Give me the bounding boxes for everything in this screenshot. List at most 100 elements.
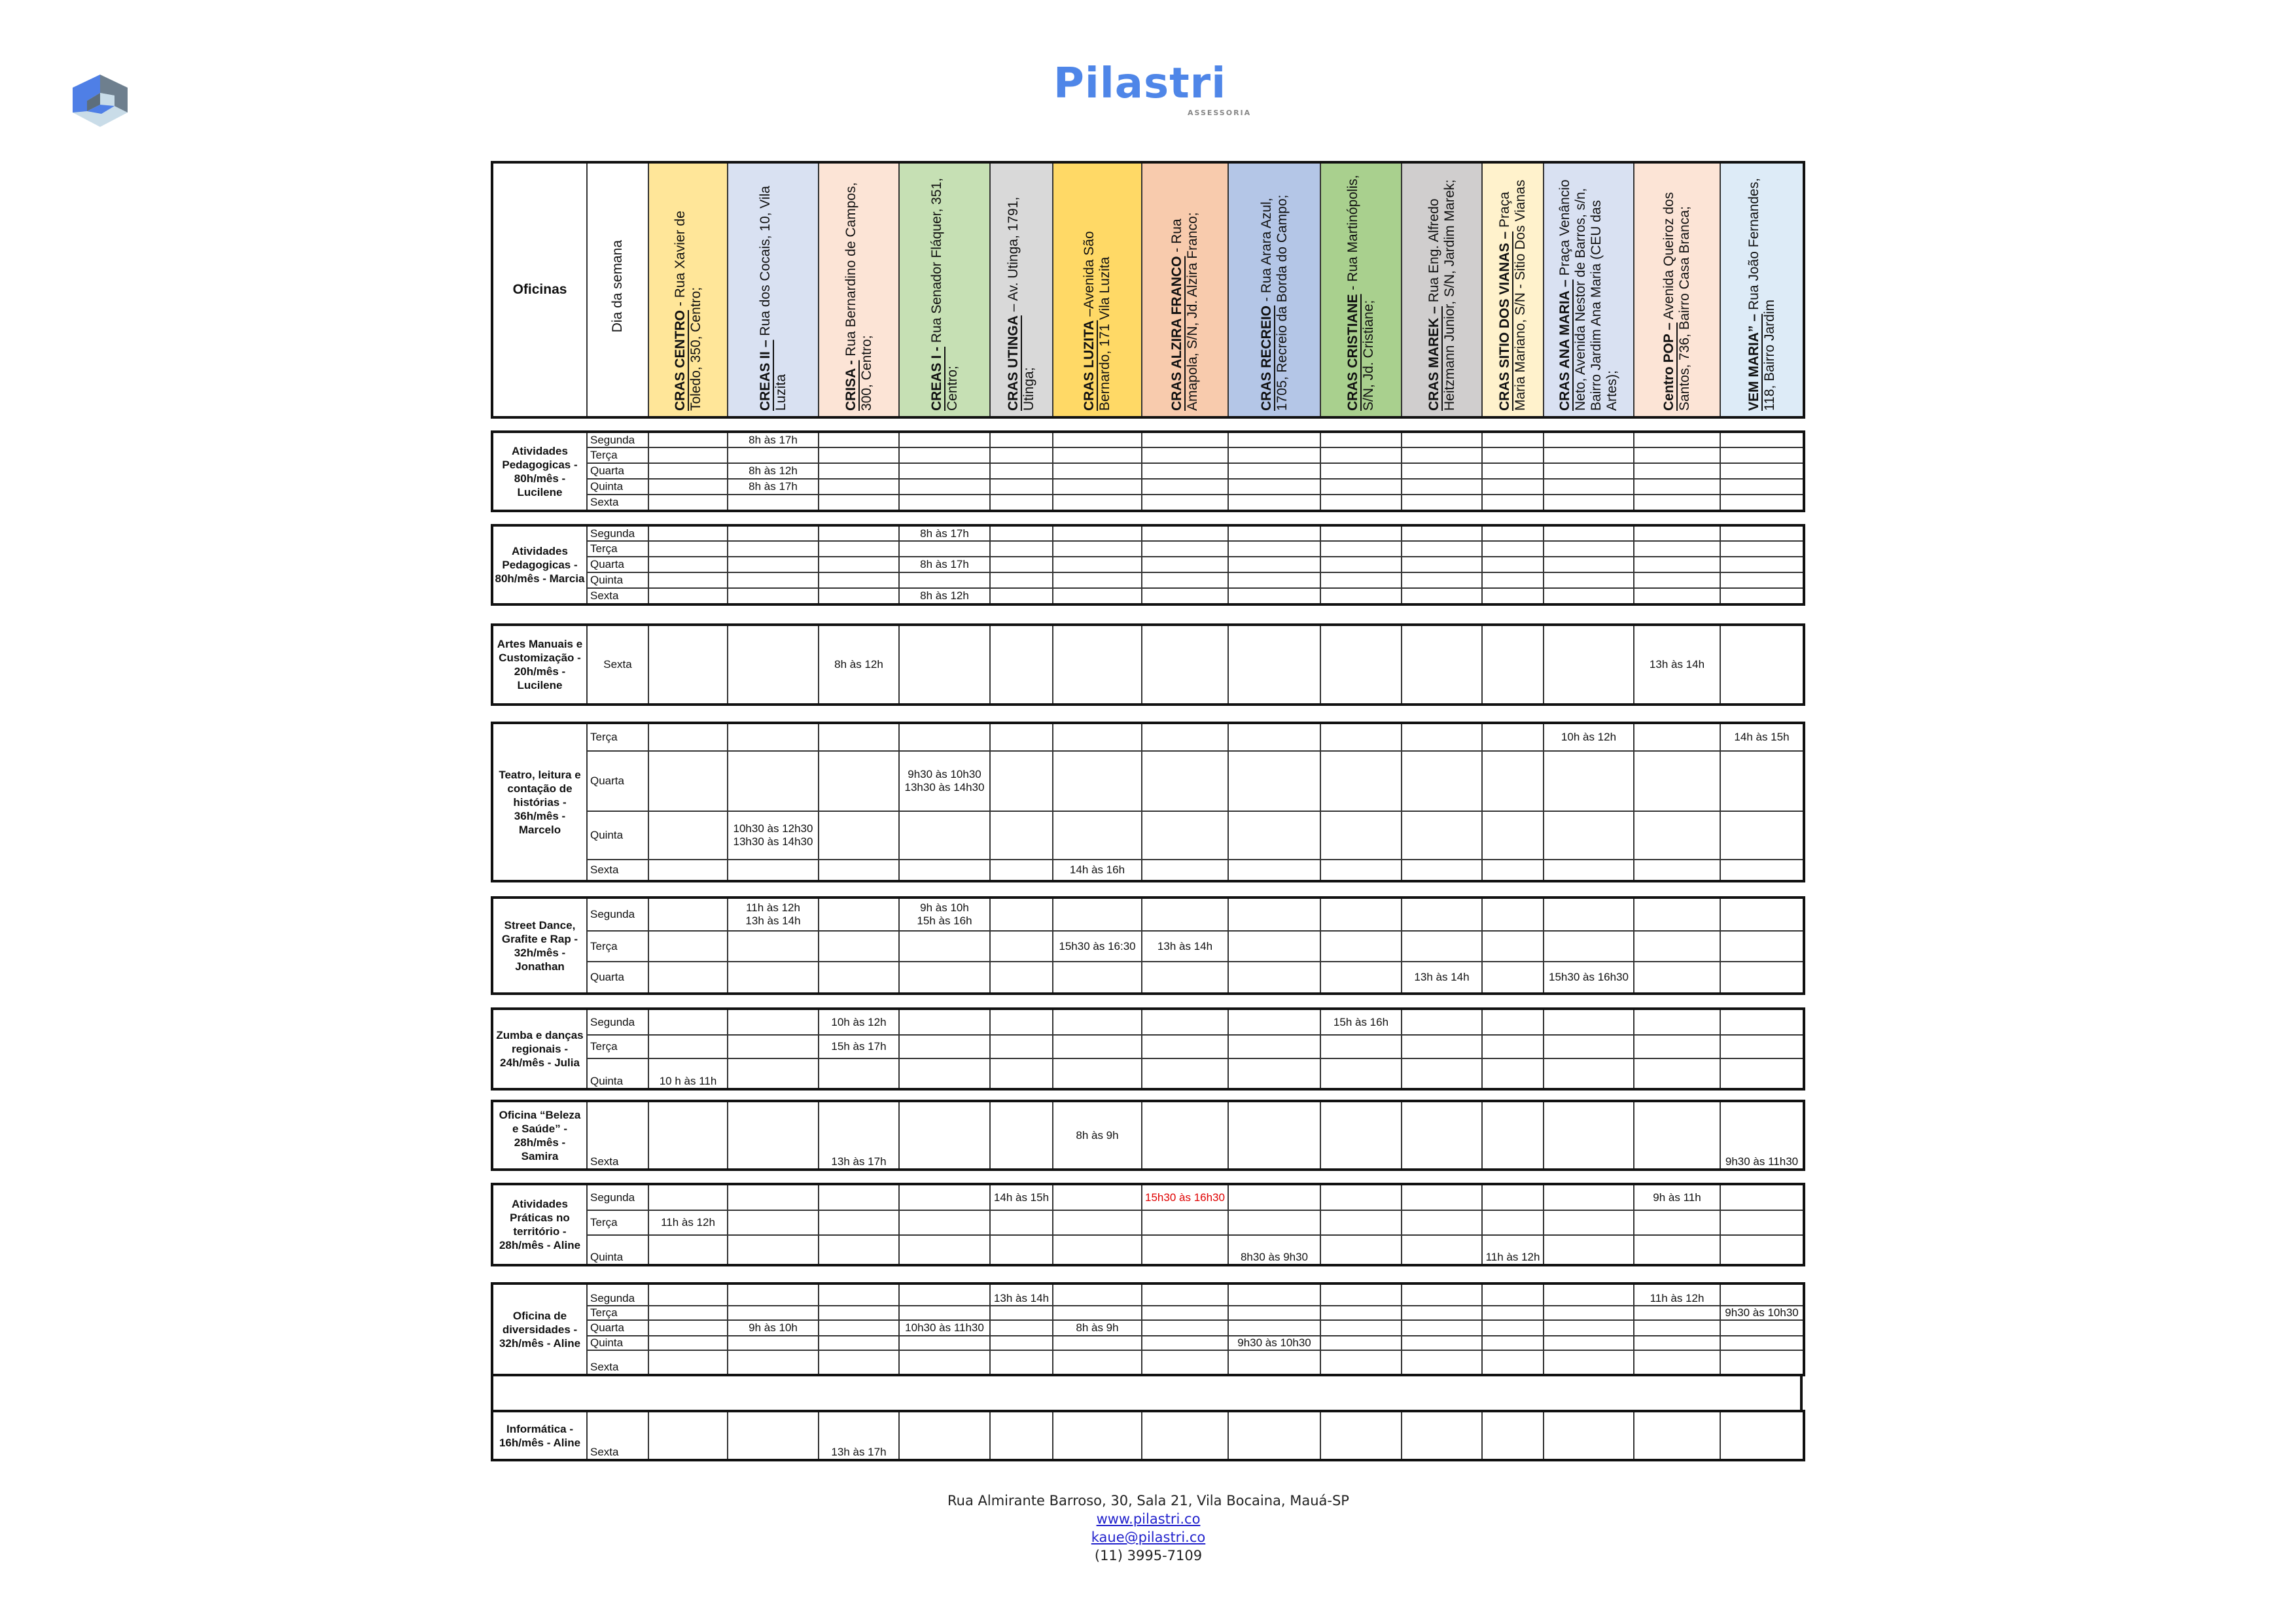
- day-cell: Segunda: [586, 1008, 649, 1036]
- center-column-header: CRISA - Rua Bernardino de Campos, 300, C…: [818, 162, 900, 418]
- center-column-header: CRAS CENTRO - Rua Xavier de Toledo, 350,…: [648, 162, 728, 418]
- schedule-cell: [1320, 750, 1402, 812]
- schedule-cell: [1320, 930, 1402, 962]
- schedule-cell: [1052, 897, 1142, 932]
- schedule-cell: [1481, 1008, 1544, 1036]
- schedule-cell: [898, 1008, 991, 1036]
- schedule-cell: [1141, 462, 1229, 480]
- center-column-header: CRAS SITIO DOS VIANAS – Praça Maria Mari…: [1481, 162, 1544, 418]
- schedule-cell: [989, 1305, 1053, 1321]
- schedule-cell: [1633, 556, 1721, 573]
- schedule-cell: [1481, 961, 1544, 994]
- schedule-cell: [1320, 447, 1402, 464]
- schedule-cell: [1141, 750, 1229, 812]
- schedule-cell: [1720, 494, 1805, 512]
- schedule-cell: [1320, 572, 1402, 589]
- table-row: Quinta 8h30 às 9h30 11h às 12h: [492, 1234, 1805, 1266]
- schedule-cell: [1543, 1210, 1634, 1236]
- schedule-cell: [1720, 447, 1805, 464]
- schedule-cell: [1227, 1100, 1321, 1170]
- email-link[interactable]: kaue@pilastri.co: [1091, 1529, 1206, 1545]
- center-name: CRAS ANA MARIA –: [1557, 279, 1572, 411]
- website-link[interactable]: www.pilastri.co: [1096, 1511, 1201, 1527]
- schedule-cell: [1401, 1410, 1483, 1461]
- schedule-cell: [1320, 1410, 1402, 1461]
- day-cell: Sexta: [586, 1410, 649, 1461]
- schedule-cell: [648, 540, 728, 557]
- schedule-cell: [1401, 722, 1483, 752]
- table-row: Quarta 9h30 às 10h30 13h30 às 14h30: [492, 750, 1805, 812]
- schedule-cell: [1401, 1034, 1483, 1059]
- workshop-title: Atividades Pedagogicas - 80h/mês - Marci…: [491, 525, 588, 605]
- schedule-cell: [727, 1008, 819, 1036]
- schedule-cell: [1720, 540, 1805, 557]
- day-of-week-header: Dia da semana: [586, 162, 649, 418]
- schedule-cell: 8h às 17h: [898, 525, 991, 542]
- schedule-cell: [1720, 1319, 1805, 1336]
- day-cell: Quarta: [586, 1319, 649, 1336]
- schedule-cell: [1543, 1350, 1634, 1376]
- center-header-text: Centro POP – Avenida Queiroz dos Santos,…: [1661, 169, 1693, 411]
- schedule-cell: [1633, 1234, 1721, 1266]
- brand-subtitle: ASSESSORIA: [1188, 109, 1252, 117]
- schedule-cell: [1052, 462, 1142, 480]
- workshop-title: Artes Manuais e Customização - 20h/mês -…: [491, 624, 588, 705]
- schedule-cell: [1543, 811, 1634, 860]
- schedule-cell: [1543, 462, 1634, 480]
- schedule-cell: [1481, 930, 1544, 962]
- schedule-cell: [1633, 540, 1721, 557]
- day-cell: Quinta: [586, 811, 649, 860]
- schedule-cell: [648, 1100, 728, 1170]
- schedule-cell: [1401, 1350, 1483, 1376]
- schedule-cell: [898, 1100, 991, 1170]
- schedule-cell: [818, 1058, 900, 1090]
- schedule-cell: [727, 1058, 819, 1090]
- schedule-cell: [648, 1410, 728, 1461]
- schedule-cell: [1320, 1210, 1402, 1236]
- schedule-cell: [1227, 431, 1321, 448]
- schedule-cell: 15h às 17h: [818, 1034, 900, 1059]
- schedule-cell: [1543, 478, 1634, 495]
- schedule-cell: [898, 930, 991, 962]
- schedule-cell: [1227, 478, 1321, 495]
- schedule-cell: [1401, 624, 1483, 705]
- center-column-header: CRAS ANA MARIA – Praça Venâncio Neto, Av…: [1543, 162, 1634, 418]
- schedule-cell: [648, 722, 728, 752]
- schedule-cell: [1227, 1410, 1321, 1461]
- schedule-cell: [1543, 897, 1634, 932]
- schedule-cell: [1141, 525, 1229, 542]
- schedule-cell: [1320, 1335, 1402, 1351]
- schedule-cell: [1052, 556, 1142, 573]
- schedule-cell: [1543, 1410, 1634, 1461]
- schedule-cell: [1481, 462, 1544, 480]
- center-name: CRAS CRISTIANE: [1345, 294, 1360, 411]
- schedule-cell: [898, 478, 991, 495]
- schedule-cell: [1320, 431, 1402, 448]
- schedule-cell: [1401, 1335, 1483, 1351]
- center-column-header: CRAS ALZIRA FRANCO - Rua Amapola, S/N, J…: [1141, 162, 1229, 418]
- schedule-cell: [989, 1034, 1053, 1059]
- center-header-text: CRISA - Rua Bernardino de Campos, 300, C…: [843, 169, 875, 411]
- table-row: Zumba e danças regionais - 24h/mês - Jul…: [491, 1008, 1805, 1090]
- schedule-cell: [1052, 1183, 1142, 1211]
- schedule-cell: [1401, 811, 1483, 860]
- schedule-cell: 8h às 9h: [1052, 1319, 1142, 1336]
- schedule-cell: [1633, 930, 1721, 962]
- schedule-cell: [1141, 478, 1229, 495]
- schedule-cell: [727, 750, 819, 812]
- schedule-cell: [898, 572, 991, 589]
- schedule-cell: [898, 1350, 991, 1376]
- day-cell: Quinta: [586, 478, 649, 495]
- center-header-text: CRAS RECREIO - Rua Arara Azul, 1705, Rec…: [1259, 169, 1290, 411]
- schedule-cell: [1543, 1234, 1634, 1266]
- center-name: CRAS LUZITA: [1082, 320, 1097, 411]
- schedule-cell: [989, 811, 1053, 860]
- schedule-cell: 15h30 às 16:30: [1052, 930, 1142, 962]
- oficinas-header: Oficinas: [491, 162, 588, 418]
- center-column-header: CRAS UTINGA – Av. Utinga, 1791, Utinga;: [989, 162, 1053, 418]
- schedule-cell: [898, 462, 991, 480]
- schedule-cell: [1401, 897, 1483, 932]
- schedule-cell: [1720, 624, 1805, 705]
- center-header-text: CRAS ALZIRA FRANCO - Rua Amapola, S/N, J…: [1169, 169, 1201, 411]
- schedule-cell: [648, 478, 728, 495]
